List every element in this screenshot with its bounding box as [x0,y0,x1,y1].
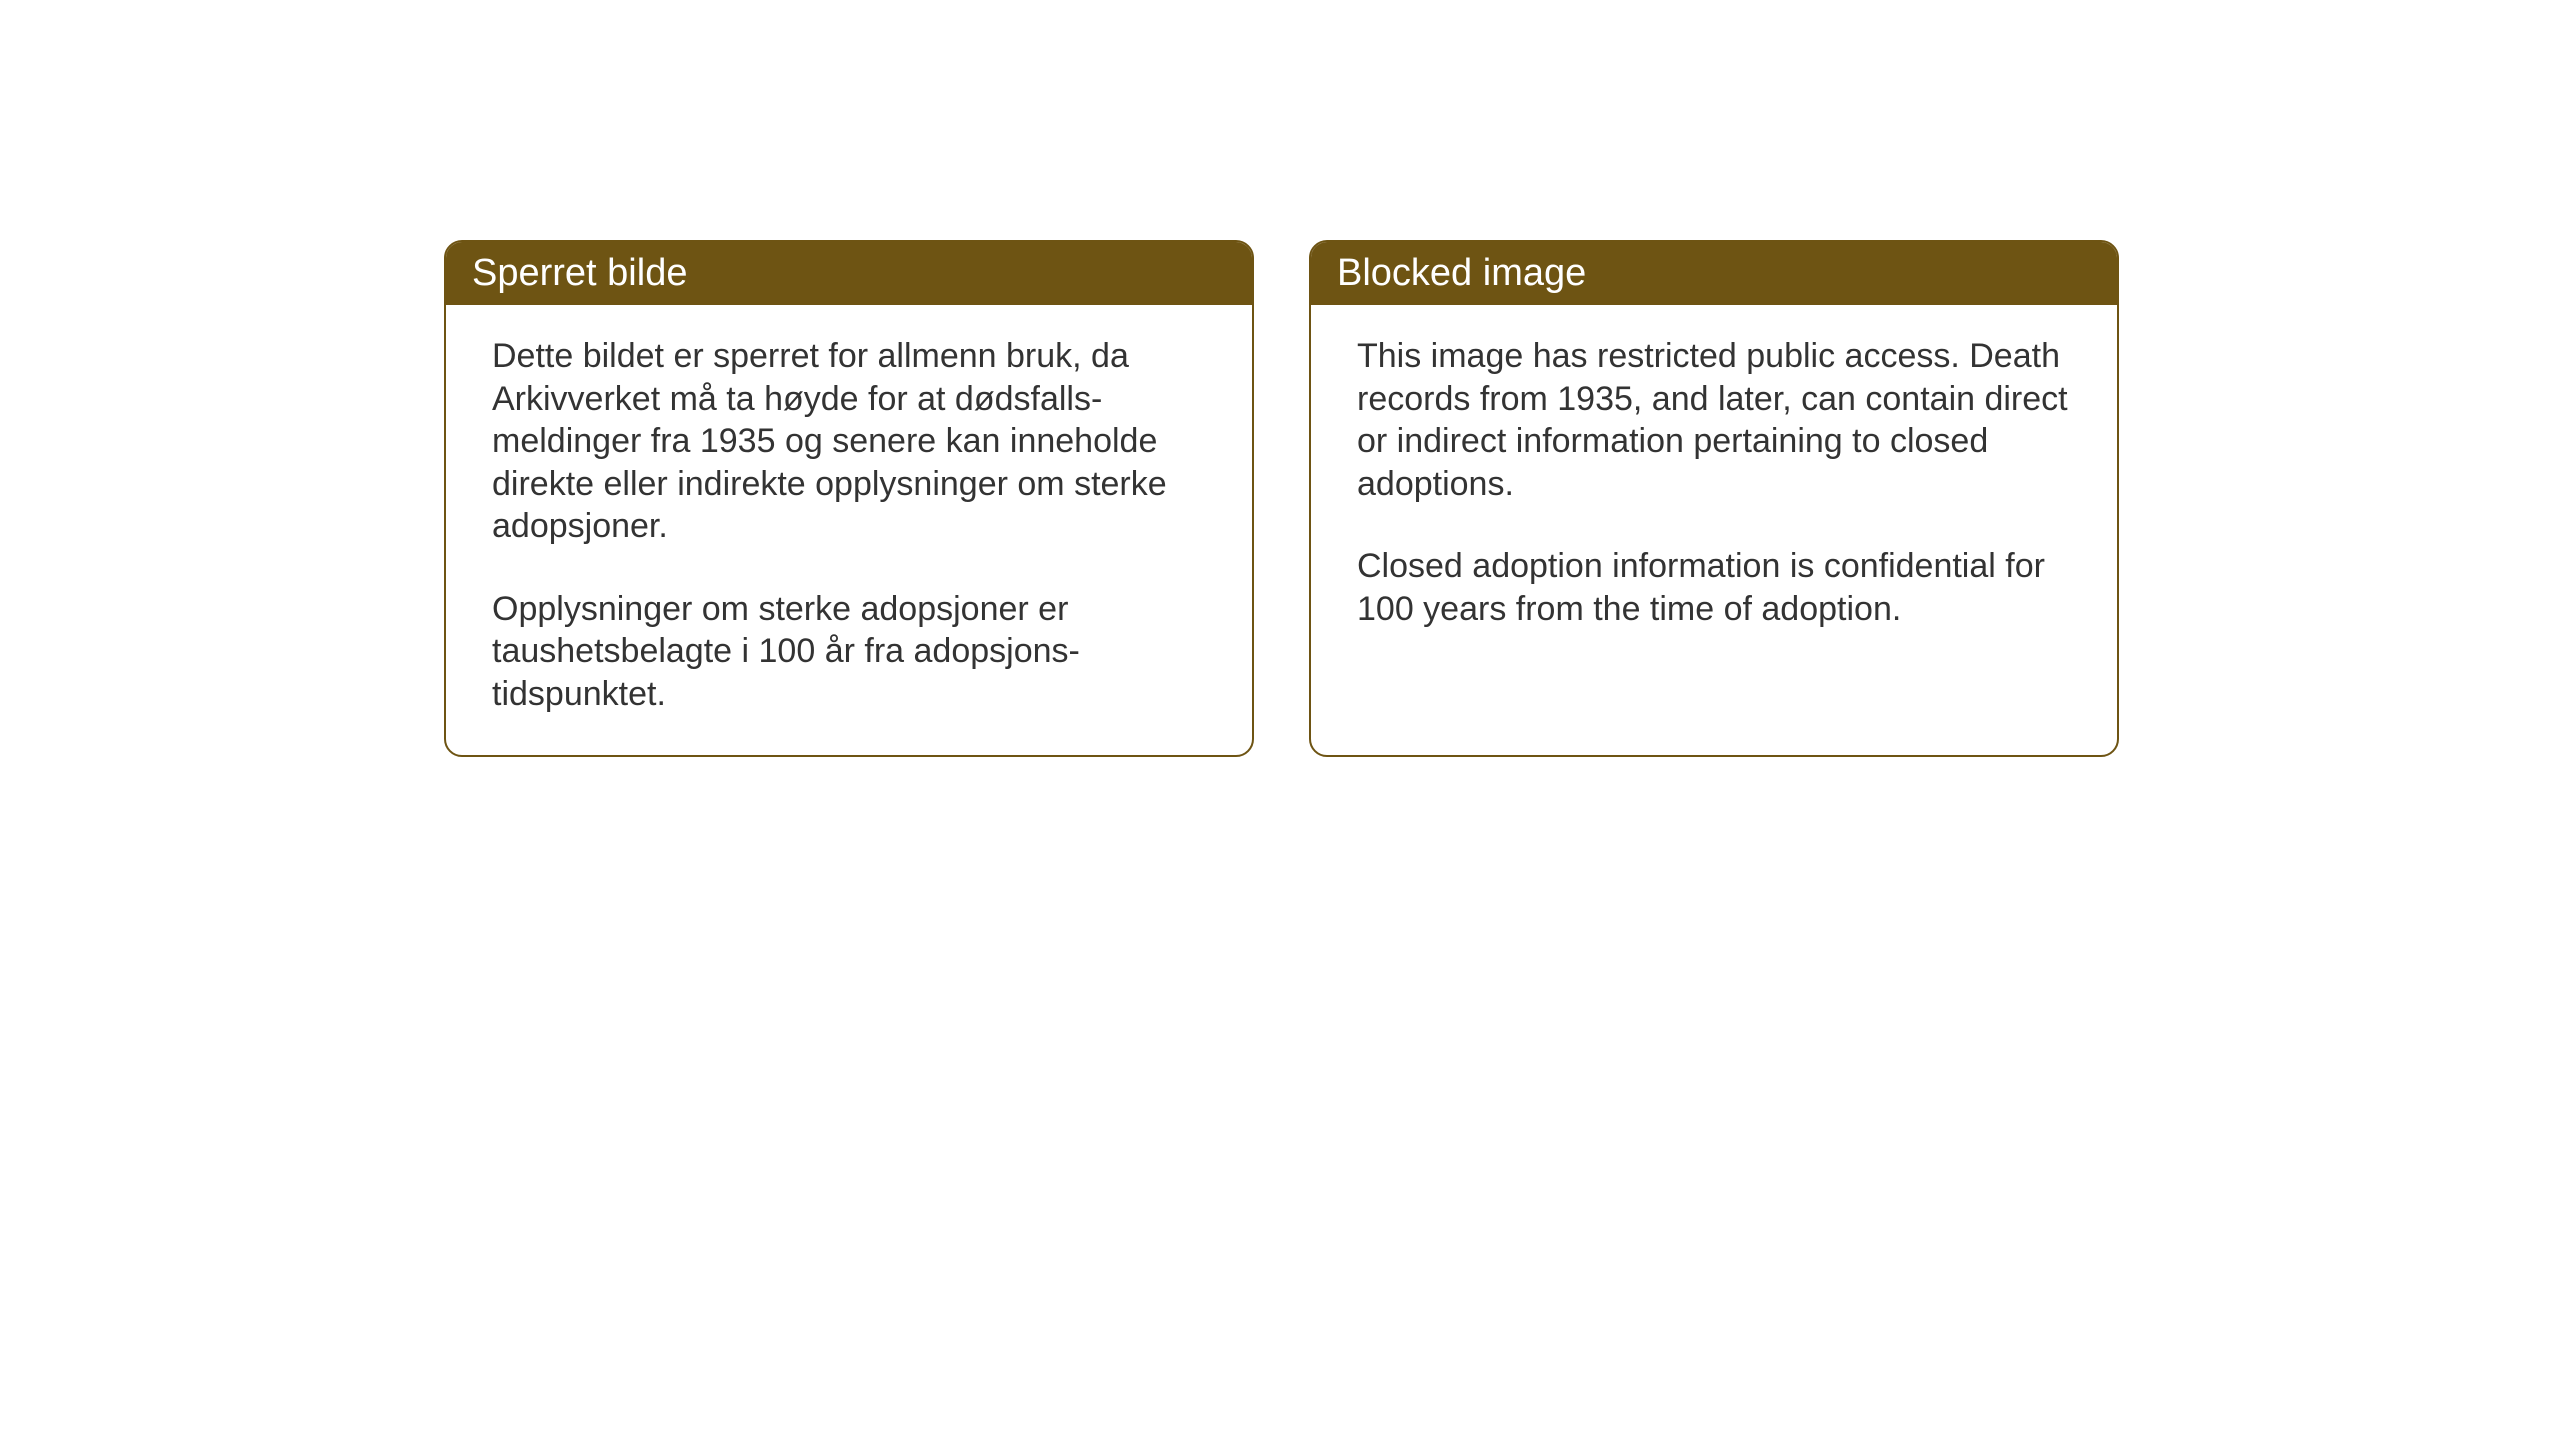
english-card: Blocked image This image has restricted … [1309,240,2119,757]
norwegian-paragraph-2: Opplysninger om sterke adopsjoner er tau… [492,588,1206,716]
english-card-title: Blocked image [1311,242,2117,305]
english-card-body: This image has restricted public access.… [1311,305,2117,670]
cards-container: Sperret bilde Dette bildet er sperret fo… [0,0,2560,757]
norwegian-paragraph-1: Dette bildet er sperret for allmenn bruk… [492,335,1206,548]
norwegian-card-title: Sperret bilde [446,242,1252,305]
norwegian-card: Sperret bilde Dette bildet er sperret fo… [444,240,1254,757]
english-paragraph-2: Closed adoption information is confident… [1357,545,2071,630]
english-paragraph-1: This image has restricted public access.… [1357,335,2071,505]
norwegian-card-body: Dette bildet er sperret for allmenn bruk… [446,305,1252,755]
